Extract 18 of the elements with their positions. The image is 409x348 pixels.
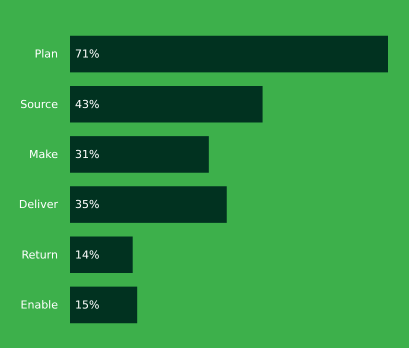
bar <box>70 36 388 72</box>
y-tick-label: Make <box>29 148 58 161</box>
y-tick-label: Return <box>21 248 58 262</box>
data-label: 14% <box>75 248 100 262</box>
bar <box>70 236 133 274</box>
data-label: 43% <box>75 98 100 111</box>
y-tick-label: Plan <box>34 48 58 61</box>
data-label: 15% <box>75 298 100 312</box>
data-label: 31% <box>75 148 100 161</box>
y-tick-label: Enable <box>20 298 58 312</box>
bar <box>70 136 209 173</box>
bar <box>70 186 227 223</box>
bar <box>70 86 263 123</box>
data-label: 71% <box>75 48 100 61</box>
y-tick-label: Source <box>20 98 58 111</box>
data-label: 35% <box>75 198 100 212</box>
y-tick-label: Deliver <box>18 198 58 212</box>
bar <box>70 286 138 324</box>
